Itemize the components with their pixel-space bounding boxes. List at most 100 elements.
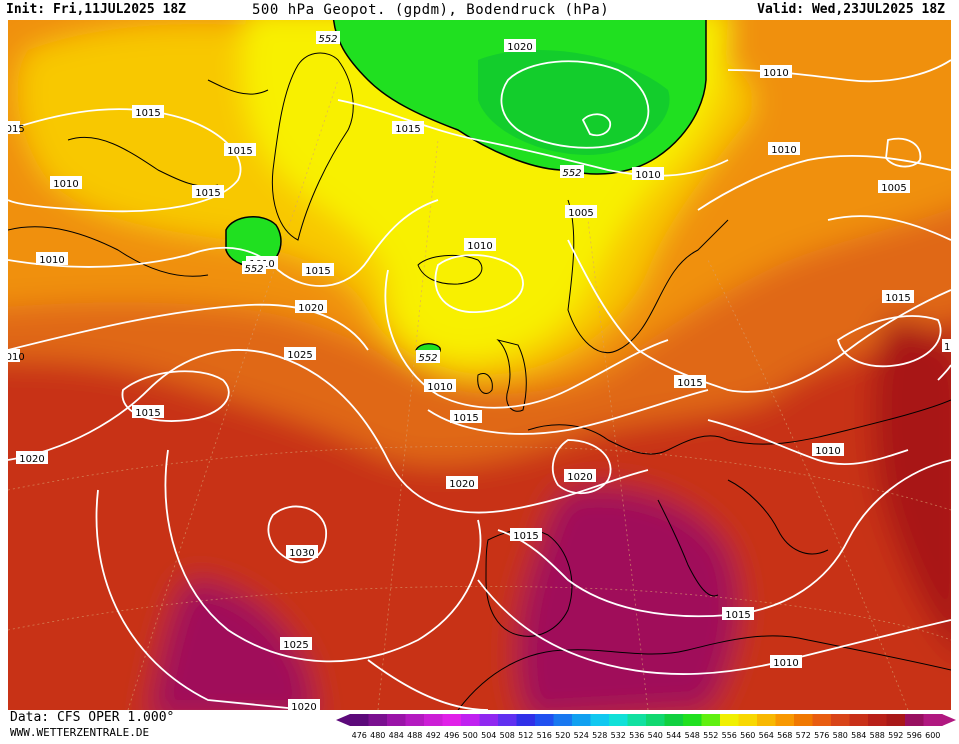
legend-swatch [794,714,813,726]
field-deep-red-east [873,320,951,645]
legend-swatch [775,714,795,726]
legend-tick-label: 492 [426,731,441,740]
legend-arrow-left [336,714,350,726]
svg-text:1005: 1005 [568,208,593,219]
legend-tick-label: 588 [870,731,885,740]
legend-tick-label: 572 [796,731,811,740]
legend-svg: 476 480 484 488 492 496 500 504 508 512 516 520 524 5… [336,714,956,740]
svg-text:1010: 1010 [53,179,78,190]
legend-swatch [646,714,665,726]
isobar-line [164,449,482,663]
svg-text:1010: 1010 [773,658,798,669]
isobar-label: 1010 [36,252,68,266]
legend-tick-label: 532 [611,731,626,740]
legend-tick-label: 524 [574,731,589,740]
svg-text:1015: 1015 [135,108,160,119]
legend-arrow-right [942,714,956,726]
isobar-line [836,315,942,368]
svg-text:1010: 1010 [771,145,796,156]
isobar-line [8,303,369,351]
legend-swatch [831,714,850,726]
svg-text:1025: 1025 [283,640,308,651]
isobar-line [337,99,729,177]
isobar-label: 1010 [768,142,800,156]
isobar-label: 1030 [286,545,318,559]
greenland-coast [271,52,354,241]
color-legend: 476 480 484 488 492 496 500 504 508 512 516 520 524 5… [336,712,956,740]
legend-tick-label: 508 [500,731,515,740]
svg-text:1010: 1010 [427,382,452,393]
isobar-line [434,254,524,313]
legend-swatch [553,714,573,726]
svg-text:1015: 1015 [395,124,420,135]
isobar-label: 1020 [288,699,320,710]
scandinavia-coast [567,199,729,354]
legend-tick-label: 536 [629,731,644,740]
svg-text:1010: 1010 [815,446,840,457]
isobar-line [500,60,650,149]
isobar-label: 1005 [878,180,910,194]
geopotential-labels: 552 552 552 552 [242,31,584,364]
legend-swatch [609,714,628,726]
svg-text:1005: 1005 [881,183,906,194]
svg-text:1025: 1025 [287,350,312,361]
svg-text:1010: 1010 [635,170,660,181]
legend-swatch [720,714,739,726]
isobar-label: 1010 [760,65,792,79]
green-greenland-low [225,216,282,268]
british-isles [477,339,527,412]
isobar-label: 1020 [295,300,327,314]
coastlines [8,52,951,710]
legend-tick-label: 520 [555,731,570,740]
legend-swatch [590,714,610,726]
map-canvas: 1015 1015 1015 1010 1010 1010 1015 1015 … [8,20,951,710]
legend-swatch [886,714,906,726]
svg-text:552: 552 [318,34,337,45]
isobar-label: 1015 [302,263,334,277]
legend-tick-label: 476 [352,731,367,740]
isobar-line [551,439,612,494]
legend-tick-label: 512 [518,731,533,740]
isobar-label: 1015 [722,607,754,621]
isobar-label: 1005 [565,205,597,219]
legend-swatch [405,714,425,726]
svg-text:1020: 1020 [298,303,323,314]
isobar-label: 1010 [770,655,802,669]
legend-tick-label: 484 [389,731,404,740]
iceland-coast [417,255,483,285]
isobar-label: 1025 [284,347,316,361]
legend-swatch [387,714,406,726]
legend-tick-label: 568 [777,731,792,740]
isobar-label: 1010 [8,349,25,363]
geo-label: 552 [242,261,266,275]
legend-swatch [424,714,443,726]
isobar-line [937,364,951,381]
isobar-line [384,269,669,409]
svg-text:1015: 1015 [885,293,910,304]
isobar-label: 1015 [132,105,164,119]
svg-text:1015: 1015 [195,188,220,199]
svg-text:1020: 1020 [19,454,44,465]
legend-swatch [442,714,462,726]
legend-tick-label: 600 [925,731,940,740]
geo-label: 552 [560,165,584,179]
valid-time: Valid: Wed,23JUL2025 18Z [757,2,945,17]
legend-swatch [479,714,499,726]
field-crimson-west [149,580,316,710]
geo-label: 552 [416,350,440,364]
africa-coast [457,635,951,710]
isobar-label: 1010 [464,238,496,252]
legend-swatch [757,714,776,726]
isobar-label: 1015 [8,121,25,135]
geopotential-552-areas [225,20,707,358]
svg-text:1010: 1010 [467,241,492,252]
legend-swatch [664,714,684,726]
legend-swatch [535,714,554,726]
isobar-label: 1010 [632,167,664,181]
legend-swatch [812,714,832,726]
legend-swatch [572,714,591,726]
legend-tick-label: 500 [463,731,478,740]
weather-map: 1015 1015 1015 1010 1010 1010 1015 1015 … [8,20,951,710]
legend-swatch [516,714,536,726]
svg-text:1030: 1030 [289,548,314,559]
